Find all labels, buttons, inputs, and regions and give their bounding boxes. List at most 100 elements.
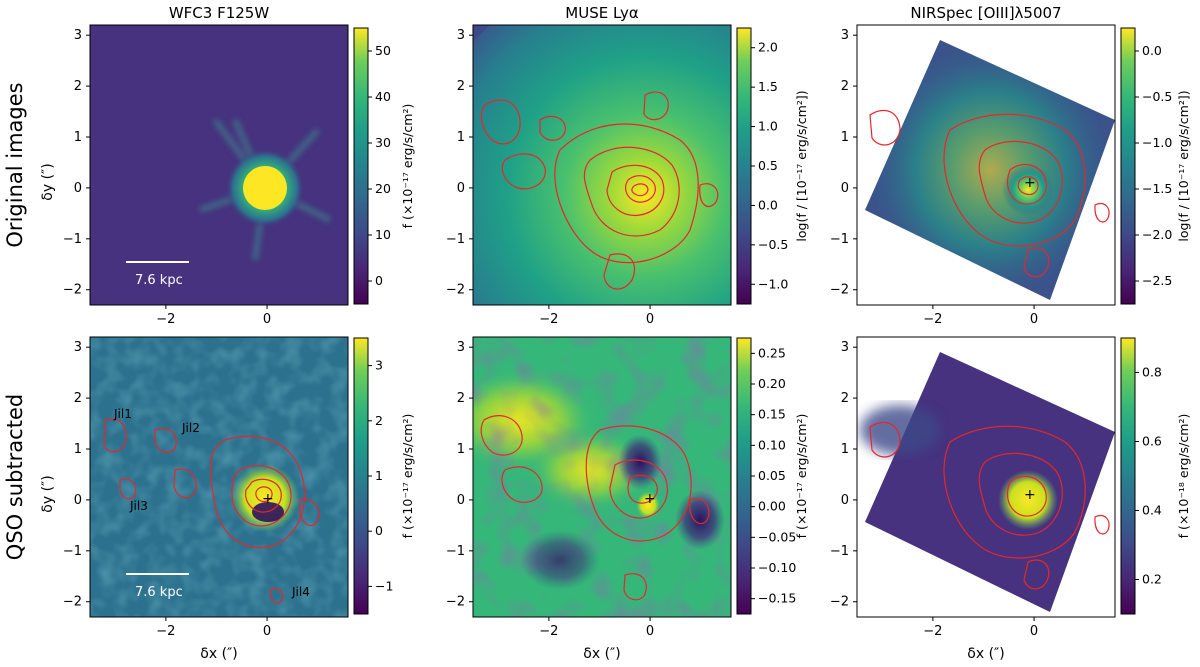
colorbar-tick-label: −2.5	[1142, 273, 1172, 288]
y-tick-label: 3	[841, 28, 849, 43]
y-tick-label: −1	[830, 232, 849, 247]
source-label-jil3: Jil3	[129, 499, 148, 513]
scale-bar-top: 7.6 kpc	[126, 261, 189, 288]
colorbar-label-0: f (×10⁻¹⁷ erg/s/cm²)	[400, 104, 415, 229]
y-tick-label: −2	[63, 595, 82, 610]
colorbar-tick-label: 10	[375, 227, 391, 242]
y-tick-label: 0	[74, 493, 82, 508]
colorbar-tick-label: 50	[375, 43, 391, 58]
y-tick-label: 3	[841, 340, 849, 355]
y-tick-label: 1	[457, 130, 465, 145]
y-tick-label: 0	[841, 493, 849, 508]
colorbar-label-2: log(f / [10⁻¹⁷ erg/s/cm²])	[1176, 90, 1191, 241]
colorbar-tick-label: 0.10	[758, 437, 786, 452]
svg-text:+: +	[262, 491, 274, 507]
colorbar-label-5: f (×10⁻¹⁸ erg/s/cm²)	[1176, 414, 1191, 539]
source-label-jil2: Jil2	[181, 421, 200, 435]
y-tick-label: 3	[74, 340, 82, 355]
colorbar-tick-label: 0	[375, 273, 383, 288]
colorbar-tick-label: −0.15	[758, 591, 796, 606]
source-label-jil1: Jil1	[113, 407, 132, 421]
y-tick-label: −2	[446, 595, 465, 610]
colorbar-tick-label: −2.0	[1142, 227, 1172, 242]
svg-text:+: +	[1024, 175, 1036, 191]
y-tick-label: −1	[446, 544, 465, 559]
y-tick-label: 3	[457, 340, 465, 355]
y-tick-label: 2	[457, 391, 465, 406]
colorbar-tick-label: 30	[375, 135, 391, 150]
y-tick-label: 1	[457, 442, 465, 457]
colorbar-tick-label: −0.05	[758, 529, 796, 544]
colorbar-tick-label: 1.0	[758, 119, 778, 134]
y-tick-label: 2	[457, 79, 465, 94]
svg-text:+: +	[644, 491, 656, 507]
lya-contours	[480, 91, 719, 290]
colorbar-tick-label: 20	[375, 181, 391, 196]
colorbar-tick-label: −0.5	[1142, 89, 1172, 104]
colorbar-tick-label: 3	[375, 358, 383, 373]
y-tick-label: −2	[63, 283, 82, 298]
colorbar-tick-label: −1	[375, 578, 393, 593]
y-tick-label: 3	[457, 28, 465, 43]
panel-muse-original	[473, 25, 731, 305]
colorbar-tick-label: 0.6	[1142, 434, 1162, 449]
y-tick-label: 0	[841, 181, 849, 196]
x-tick-label: 0	[1030, 312, 1038, 327]
svg-text:+: +	[1024, 487, 1036, 503]
x-tick-label: −2	[923, 624, 942, 639]
y-tick-label: −1	[63, 544, 82, 559]
colorbar-label-1: log(f / [10⁻¹⁷ erg/s/cm²])	[794, 90, 809, 241]
colorbar-tick-label: 2	[375, 413, 383, 428]
colorbar-tick-label: 1.5	[758, 79, 778, 94]
x-axis-label-1: δx (″)	[200, 646, 237, 662]
y-tick-label: −2	[446, 283, 465, 298]
y-tick-label: 2	[74, 391, 82, 406]
svg-text:7.6 kpc: 7.6 kpc	[135, 273, 183, 288]
colorbar-tick-label: −0.5	[758, 237, 788, 252]
x-tick-label: 0	[646, 312, 654, 327]
colorbar-tick-label: 0.05	[758, 468, 786, 483]
x-tick-label: −2	[539, 624, 558, 639]
panel-frames	[89, 24, 1116, 618]
scale-bar-bottom: 7.6 kpc	[126, 573, 189, 600]
colorbar-tick-label: −1.0	[758, 276, 788, 291]
y-tick-label: −1	[446, 232, 465, 247]
x-tick-label: 0	[646, 624, 654, 639]
colorbar-tick-label: 0.0	[1142, 43, 1162, 58]
x-tick-label: −2	[923, 312, 942, 327]
colorbar-tick-label: 2.0	[758, 40, 778, 55]
row-label-original: Original images	[3, 82, 27, 247]
colorbar-tick-label: 0.25	[758, 345, 786, 360]
x-tick-label: −2	[156, 312, 175, 327]
y-tick-label: 1	[74, 130, 82, 145]
y-tick-label: 3	[74, 28, 82, 43]
colorbar-tick-label: −1.5	[1142, 181, 1172, 196]
x-tick-label: 0	[1030, 624, 1038, 639]
colorbar-tick-label: 0.4	[1142, 503, 1162, 518]
panel-muse-subtracted: +	[473, 337, 731, 617]
row-label-qso-subtracted: QSO subtracted	[3, 394, 27, 560]
svg-text:7.6 kpc: 7.6 kpc	[135, 585, 183, 600]
x-axis-label-3: δx (″)	[967, 646, 1004, 662]
colorbar-tick-label: −0.10	[758, 560, 796, 575]
colorbar-tick-label: 40	[375, 89, 391, 104]
colorbar-tick-label: 0.5	[758, 158, 778, 173]
y-tick-label: 0	[457, 493, 465, 508]
y-tick-label: 2	[841, 391, 849, 406]
source-label-jil4: Jil4	[291, 585, 310, 599]
y-tick-label: 1	[74, 442, 82, 457]
colorbar-tick-label: 0.20	[758, 376, 786, 391]
x-tick-label: −2	[539, 312, 558, 327]
column-title-wfc3: WFC3 F125W	[169, 4, 270, 22]
y-tick-label: −1	[830, 544, 849, 559]
colorbar-tick-label: 0.8	[1142, 365, 1162, 380]
colorbar-label-3: f (×10⁻¹⁷ erg/s/cm²)	[400, 414, 415, 539]
y-tick-label: 2	[841, 79, 849, 94]
colorbar-tick-label: −1.0	[1142, 135, 1172, 150]
y-tick-label: 0	[457, 181, 465, 196]
y-tick-label: 0	[74, 181, 82, 196]
y-axis-label-top: δy (″)	[40, 163, 56, 200]
y-tick-label: 1	[841, 442, 849, 457]
